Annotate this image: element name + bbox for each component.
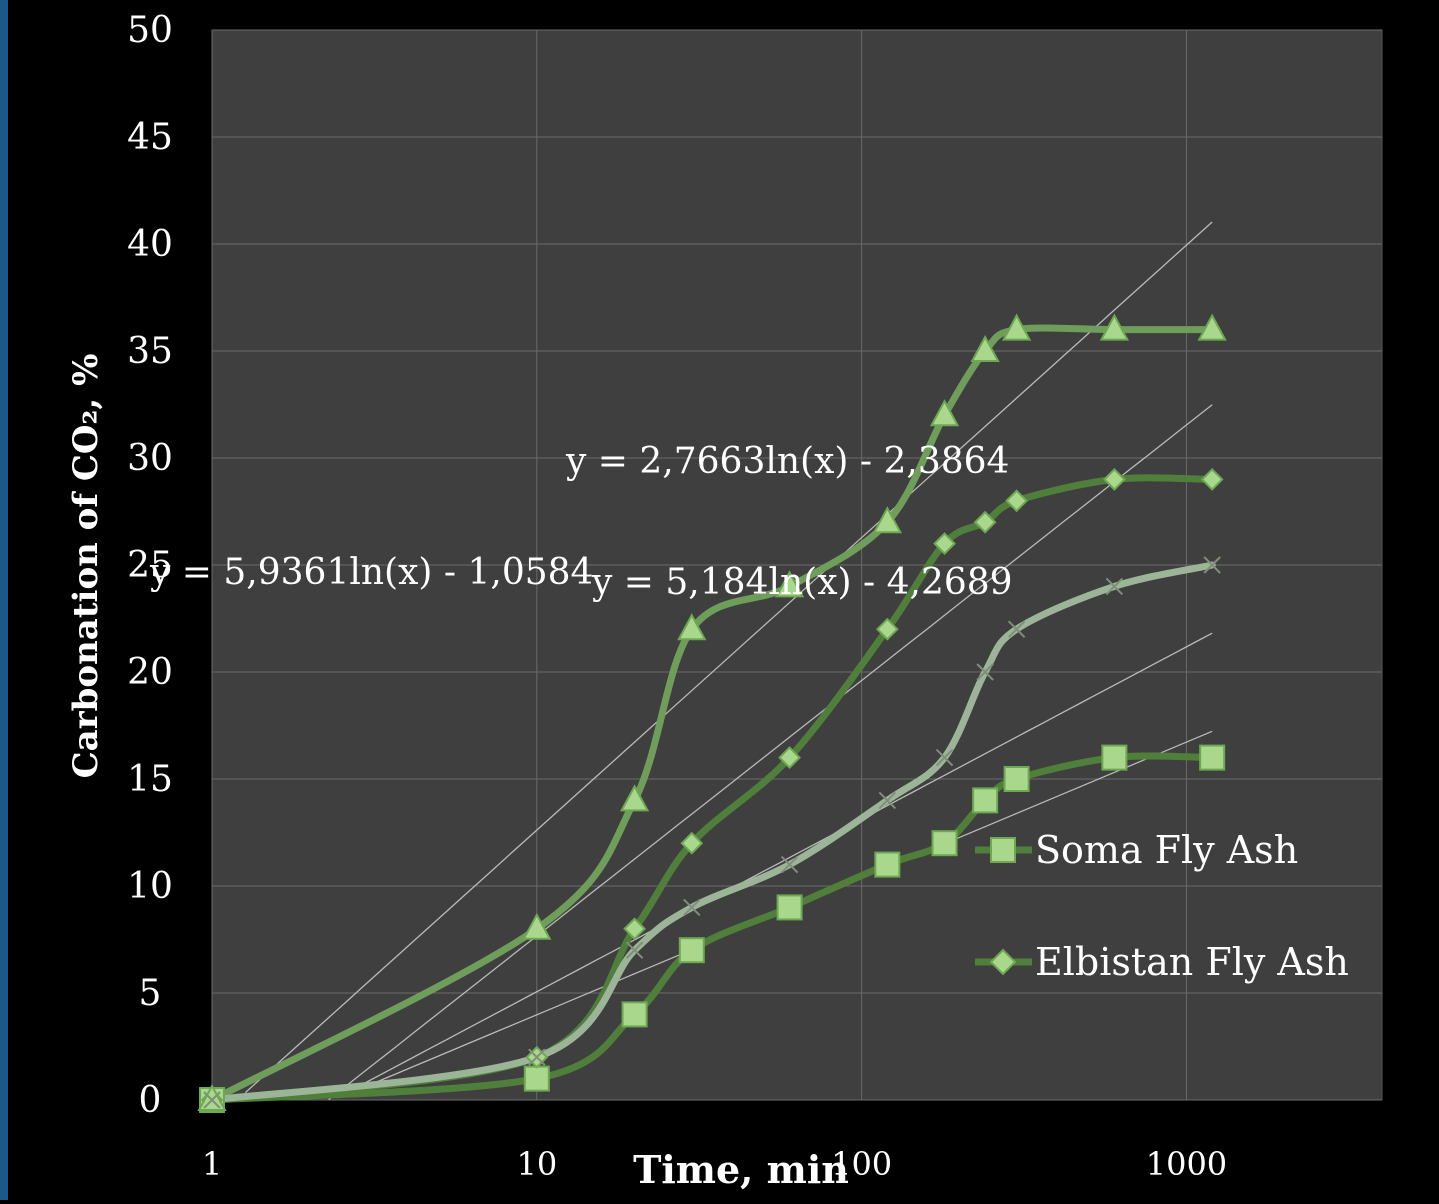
data-point-diamond <box>1005 489 1029 513</box>
y-tick-label: 20 <box>127 652 173 693</box>
y-tick-label: 15 <box>127 759 173 800</box>
data-point-x <box>1007 620 1026 638</box>
data-point-x <box>203 1091 221 1109</box>
trendline-4 <box>345 632 1213 1094</box>
trendline-2 <box>328 404 1213 1101</box>
x-tick-label: 100 <box>831 1145 892 1183</box>
data-point-diamond <box>933 532 956 556</box>
data-point-square <box>874 851 901 878</box>
data-point-square <box>678 937 705 964</box>
y-tick-label: 35 <box>127 331 173 372</box>
legend-label-soma: Soma Fly Ash <box>1035 828 1298 872</box>
data-point-triangle <box>1197 313 1227 341</box>
data-point-square <box>1003 766 1030 792</box>
data-point-x <box>976 663 994 681</box>
y-tick-label: 30 <box>127 438 173 479</box>
x-tick-label: 1000 <box>1146 1145 1227 1183</box>
data-point-diamond <box>1102 467 1126 491</box>
legend-marker-square <box>990 837 1016 863</box>
data-point-triangle <box>677 613 707 641</box>
trendline-equation-1: y = 2,7663ln(x) - 2,3864 <box>565 441 1009 482</box>
data-point-triangle <box>774 570 805 598</box>
data-point-square <box>621 1001 648 1028</box>
legend: Soma Fly Ash Elbistan Fly Ash <box>975 828 1349 984</box>
legend-label-elbistan: Elbistan Fly Ash <box>1035 940 1349 984</box>
x-tick-label: 10 <box>516 1145 557 1183</box>
data-point-triangle <box>872 506 903 534</box>
data-point-triangle <box>522 912 552 940</box>
y-axis-label: Carbonation of CO₂, % <box>66 354 106 779</box>
y-tick-label: 5 <box>139 973 162 1014</box>
data-point-diamond <box>1200 467 1224 491</box>
data-point-square <box>931 830 958 857</box>
tick-labels: 0 5 10 15 20 25 30 35 40 45 50 1 10 100 1000 <box>127 10 1227 1183</box>
grid-lines <box>211 29 1382 1101</box>
y-tick-label: 25 <box>127 545 173 586</box>
data-point-square <box>1101 744 1128 771</box>
y-tick-label: 40 <box>127 224 173 265</box>
data-point-triangle <box>619 784 650 812</box>
data-point-diamond <box>973 510 997 534</box>
data-point-x <box>935 748 954 767</box>
trendline-equation-2: y = 5,9361ln(x) - 1,0584 <box>149 552 593 593</box>
data-point-triangle <box>197 1083 227 1111</box>
data-point-square <box>972 787 999 814</box>
data-point-x <box>1105 577 1124 596</box>
data-point-square <box>1199 744 1226 771</box>
series-markers <box>197 313 1227 1113</box>
y-tick-label: 0 <box>139 1080 162 1121</box>
data-point-diamond <box>623 917 647 941</box>
data-point-square <box>776 894 803 921</box>
legend-marker-diamond <box>989 948 1017 976</box>
y-tick-label: 45 <box>127 117 173 158</box>
data-point-x <box>528 1048 546 1066</box>
data-point-x <box>1203 556 1221 574</box>
data-point-diamond <box>680 831 704 855</box>
data-point-x <box>878 791 897 810</box>
x-tick-label: 1 <box>202 1145 222 1183</box>
data-point-x <box>780 855 799 874</box>
trendline-equation-3: y = 5,184ln(x) - 4,2689 <box>591 562 1013 603</box>
data-point-triangle <box>970 334 1000 362</box>
data-point-diamond <box>778 746 801 770</box>
data-point-x <box>625 941 644 959</box>
y-tick-label: 50 <box>127 10 173 51</box>
slide-edge-decoration <box>0 0 8 1200</box>
data-point-triangle <box>1001 313 1032 341</box>
x-axis-label: Time, min <box>633 1147 849 1192</box>
data-point-triangle <box>929 399 960 427</box>
data-point-square <box>523 1065 550 1092</box>
data-point-x <box>683 898 701 917</box>
data-point-diamond <box>875 617 899 641</box>
y-tick-label: 10 <box>127 866 173 907</box>
data-point-triangle <box>1099 313 1130 341</box>
trendline-1 <box>244 221 1213 1094</box>
